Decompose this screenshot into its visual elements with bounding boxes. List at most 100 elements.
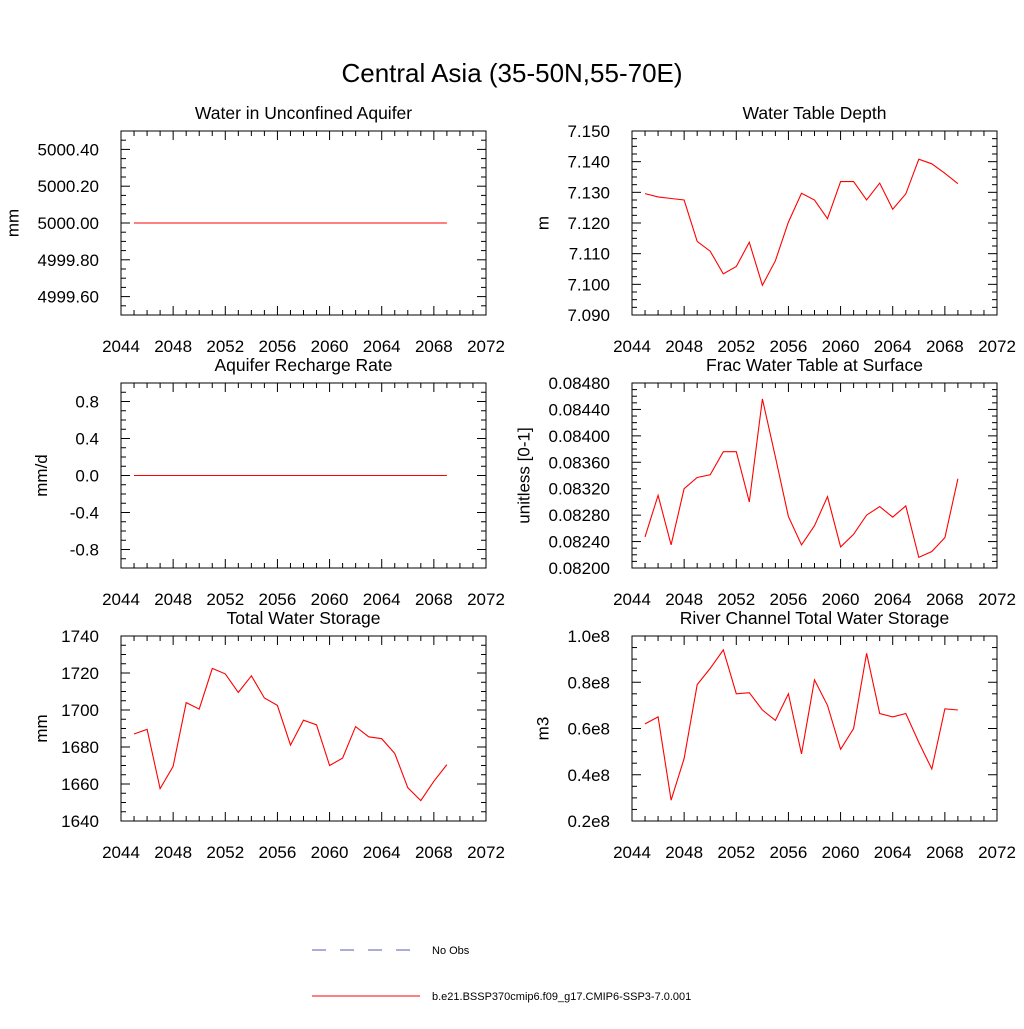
x-tick-label: 2072	[978, 843, 1016, 862]
y-axis-label: m	[534, 216, 553, 230]
panel-title: Total Water Storage	[226, 608, 380, 628]
x-tick-label: 2048	[154, 843, 192, 862]
y-tick-label: 1.0e8	[567, 627, 610, 646]
y-tick-label: 4999.60	[38, 288, 99, 307]
y-tick-label: 5000.00	[38, 214, 99, 233]
x-tick-label: 2056	[259, 843, 297, 862]
y-tick-label: 7.100	[567, 275, 610, 294]
y-tick-label: 0.08400	[549, 427, 610, 446]
y-tick-label: 0.4e8	[567, 766, 610, 785]
x-tick-label: 2048	[154, 337, 192, 356]
x-tick-label: 2052	[717, 590, 755, 609]
y-tick-label: 1720	[61, 664, 99, 683]
y-tick-label: 7.140	[567, 153, 610, 172]
panel-1: Water in Unconfined Aquifer 2044 2048 2052 2…	[4, 103, 505, 356]
x-tick-label: 2044	[613, 337, 651, 356]
panel-4: Frac Water Table at Surface 2044 2048 2052 2…	[515, 355, 1016, 609]
y-tick-label: 7.090	[567, 306, 610, 325]
x-tick-label: 2052	[206, 337, 244, 356]
y-axis-label: mm/d	[32, 454, 51, 497]
y-axis-label: mm	[4, 209, 23, 237]
x-tick-label: 2064	[874, 843, 912, 862]
panel-title: Aquifer Recharge Rate	[214, 355, 392, 375]
panel-title: Water Table Depth	[743, 103, 887, 123]
y-tick-label: 5000.40	[38, 140, 99, 159]
y-tick-label: 1660	[61, 775, 99, 794]
panel-title: River Channel Total Water Storage	[680, 608, 949, 628]
x-tick-label: 2060	[822, 590, 860, 609]
y-tick-label: 0.8	[75, 393, 99, 412]
y-tick-label: 4999.80	[38, 251, 99, 270]
series-line-1	[133, 667, 448, 802]
y-tick-label: 1700	[61, 701, 99, 720]
y-tick-label: 0.08360	[549, 453, 610, 472]
x-tick-label: 2068	[415, 590, 453, 609]
y-tick-label: 1680	[61, 738, 99, 757]
y-tick-label: 0.4	[75, 430, 99, 449]
x-tick-label: 2072	[978, 590, 1016, 609]
y-tick-label: 0.8e8	[567, 673, 610, 692]
x-tick-label: 2060	[311, 843, 349, 862]
y-tick-label: 1640	[61, 812, 99, 831]
legend-entry-1: No Obs	[312, 945, 470, 957]
panel-title: Water in Unconfined Aquifer	[195, 103, 412, 123]
y-tick-label: 0.0	[75, 467, 99, 486]
x-tick-label: 2068	[415, 843, 453, 862]
x-tick-label: 2048	[665, 590, 703, 609]
y-axis-label: unitless [0-1]	[515, 427, 534, 523]
legend-label: No Obs	[432, 945, 470, 957]
y-tick-label: 0.08240	[549, 533, 610, 552]
y-tick-label: 0.6e8	[567, 720, 610, 739]
panel-6: River Channel Total Water Storage 2044 204…	[534, 608, 1016, 862]
panels-group: Water in Unconfined Aquifer 2044 2048 2052 2…	[4, 103, 1016, 862]
x-tick-label: 2064	[874, 590, 912, 609]
x-tick-label: 2048	[154, 590, 192, 609]
x-tick-label: 2072	[467, 590, 505, 609]
x-tick-label: 2052	[717, 337, 755, 356]
x-tick-label: 2056	[770, 843, 808, 862]
x-tick-label: 2064	[363, 843, 401, 862]
x-tick-label: 2060	[822, 337, 860, 356]
y-tick-label: -0.8	[70, 541, 99, 560]
y-tick-label: 0.08480	[549, 374, 610, 393]
x-tick-label: 2052	[206, 843, 244, 862]
y-tick-label: 7.120	[567, 214, 610, 233]
y-axis-label: mm	[32, 714, 51, 742]
y-axis-label: m3	[534, 717, 553, 741]
legend-label: b.e21.BSSP370cmip6.f09_g17.CMIP6-SSP3-7.…	[432, 991, 691, 1003]
x-tick-label: 2072	[978, 337, 1016, 356]
x-tick-label: 2056	[259, 590, 297, 609]
series-line-1	[644, 398, 959, 559]
y-tick-label: 0.2e8	[567, 812, 610, 831]
x-tick-label: 2060	[822, 843, 860, 862]
x-tick-label: 2072	[467, 843, 505, 862]
series-line-1	[644, 648, 958, 801]
x-tick-label: 2044	[102, 843, 140, 862]
x-tick-label: 2064	[363, 337, 401, 356]
plot-frame	[631, 130, 998, 316]
y-tick-label: 7.150	[567, 122, 610, 141]
x-tick-label: 2044	[613, 843, 651, 862]
x-tick-label: 2072	[467, 337, 505, 356]
y-tick-label: 1740	[61, 627, 99, 646]
y-tick-label: 7.130	[567, 183, 610, 202]
y-tick-label: -0.4	[70, 504, 99, 523]
x-tick-label: 2048	[665, 843, 703, 862]
x-tick-label: 2044	[613, 590, 651, 609]
panel-title: Frac Water Table at Surface	[706, 355, 923, 375]
x-tick-label: 2064	[363, 590, 401, 609]
x-tick-label: 2060	[311, 590, 349, 609]
panel-3: Aquifer Recharge Rate 2044 2048 2052 2056 206…	[32, 355, 505, 609]
x-tick-label: 2064	[874, 337, 912, 356]
panel-2: Water Table Depth 2044 2048 2052 2056 2060 206…	[534, 103, 1016, 356]
legend: No Obs b.e21.BSSP370cmip6.f09_g17.CMIP6-S…	[312, 945, 691, 1003]
y-tick-label: 5000.20	[38, 177, 99, 196]
legend-entry-2: b.e21.BSSP370cmip6.f09_g17.CMIP6-SSP3-7.…	[312, 991, 691, 1003]
x-tick-label: 2052	[717, 843, 755, 862]
plot-frame	[120, 635, 487, 822]
x-tick-label: 2068	[926, 590, 964, 609]
y-tick-label: 0.08440	[549, 400, 610, 419]
x-tick-label: 2052	[206, 590, 244, 609]
